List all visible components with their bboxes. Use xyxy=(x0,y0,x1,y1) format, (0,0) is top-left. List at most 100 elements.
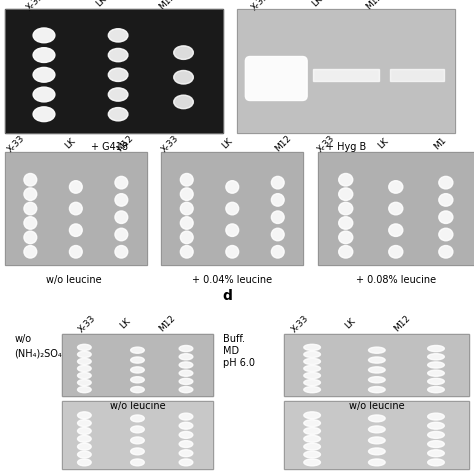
Ellipse shape xyxy=(368,459,385,466)
Ellipse shape xyxy=(179,431,193,438)
Ellipse shape xyxy=(131,415,144,422)
Ellipse shape xyxy=(33,107,55,122)
Ellipse shape xyxy=(428,362,444,368)
Bar xyxy=(161,152,303,265)
Ellipse shape xyxy=(78,428,91,434)
Ellipse shape xyxy=(131,347,144,353)
Ellipse shape xyxy=(428,422,444,429)
Ellipse shape xyxy=(24,231,36,244)
Ellipse shape xyxy=(304,387,320,392)
Ellipse shape xyxy=(78,365,91,372)
Ellipse shape xyxy=(131,357,144,363)
Text: LK: LK xyxy=(219,137,234,151)
Ellipse shape xyxy=(131,367,144,373)
Ellipse shape xyxy=(131,426,144,433)
Ellipse shape xyxy=(179,387,193,392)
Bar xyxy=(62,334,213,396)
Text: + 0.04% leucine: + 0.04% leucine xyxy=(192,275,273,285)
Text: X-33: X-33 xyxy=(159,133,180,154)
Bar xyxy=(62,401,213,469)
Ellipse shape xyxy=(78,358,91,365)
Text: w/o: w/o xyxy=(14,334,31,344)
Ellipse shape xyxy=(368,347,385,353)
Ellipse shape xyxy=(115,176,128,189)
Bar xyxy=(284,401,469,469)
Ellipse shape xyxy=(304,412,320,419)
Bar xyxy=(5,152,147,265)
Text: LK: LK xyxy=(63,137,77,151)
Ellipse shape xyxy=(428,450,444,456)
Text: M12: M12 xyxy=(157,0,177,11)
Ellipse shape xyxy=(173,46,193,59)
Text: w/o leucine: w/o leucine xyxy=(349,401,405,410)
Ellipse shape xyxy=(226,202,238,215)
Ellipse shape xyxy=(304,373,320,379)
Bar xyxy=(284,334,469,396)
Text: w/o leucine: w/o leucine xyxy=(109,401,165,410)
Text: pH 6.0: pH 6.0 xyxy=(223,357,255,368)
Text: + G418: + G418 xyxy=(91,142,128,152)
Text: w/o leucine: w/o leucine xyxy=(46,275,101,285)
Ellipse shape xyxy=(304,358,320,365)
Ellipse shape xyxy=(69,246,82,258)
Ellipse shape xyxy=(180,246,193,258)
Ellipse shape xyxy=(271,228,284,241)
Text: Buff.: Buff. xyxy=(223,334,245,344)
Ellipse shape xyxy=(226,246,238,258)
Ellipse shape xyxy=(179,422,193,429)
Ellipse shape xyxy=(304,443,320,450)
Ellipse shape xyxy=(271,176,284,189)
Ellipse shape xyxy=(33,67,55,82)
Ellipse shape xyxy=(24,202,36,215)
Ellipse shape xyxy=(115,194,128,206)
Ellipse shape xyxy=(179,450,193,456)
Ellipse shape xyxy=(131,377,144,383)
Text: LK: LK xyxy=(310,0,324,9)
Text: LK: LK xyxy=(343,317,357,331)
Bar xyxy=(5,9,223,133)
Ellipse shape xyxy=(78,443,91,450)
Ellipse shape xyxy=(179,354,193,360)
Ellipse shape xyxy=(304,419,320,427)
Ellipse shape xyxy=(271,211,284,223)
Ellipse shape xyxy=(428,413,444,420)
Ellipse shape xyxy=(108,88,128,101)
Bar xyxy=(284,334,469,396)
Ellipse shape xyxy=(389,181,403,193)
Text: M12: M12 xyxy=(273,134,293,154)
Ellipse shape xyxy=(33,87,55,102)
Ellipse shape xyxy=(131,459,144,466)
Text: LK: LK xyxy=(94,0,108,9)
Ellipse shape xyxy=(368,426,385,433)
Ellipse shape xyxy=(368,437,385,444)
Bar xyxy=(5,9,223,133)
Ellipse shape xyxy=(339,231,353,244)
Ellipse shape xyxy=(389,202,403,215)
Ellipse shape xyxy=(428,370,444,376)
Ellipse shape xyxy=(428,441,444,447)
Ellipse shape xyxy=(180,231,193,244)
Ellipse shape xyxy=(428,431,444,438)
Ellipse shape xyxy=(271,246,284,258)
Text: X-33: X-33 xyxy=(24,0,45,12)
Bar xyxy=(318,152,474,265)
Ellipse shape xyxy=(428,354,444,360)
Ellipse shape xyxy=(78,459,91,466)
Ellipse shape xyxy=(179,370,193,376)
Text: M12: M12 xyxy=(157,314,177,334)
Text: X-33: X-33 xyxy=(76,313,97,334)
Ellipse shape xyxy=(271,194,284,206)
Ellipse shape xyxy=(339,202,353,215)
Ellipse shape xyxy=(108,29,128,42)
Ellipse shape xyxy=(179,378,193,384)
Ellipse shape xyxy=(179,362,193,368)
Ellipse shape xyxy=(428,459,444,466)
Ellipse shape xyxy=(304,380,320,386)
Ellipse shape xyxy=(439,228,453,241)
Ellipse shape xyxy=(78,419,91,427)
Ellipse shape xyxy=(173,95,193,109)
Ellipse shape xyxy=(368,357,385,363)
Ellipse shape xyxy=(304,436,320,442)
Ellipse shape xyxy=(180,202,193,215)
Ellipse shape xyxy=(389,246,403,258)
